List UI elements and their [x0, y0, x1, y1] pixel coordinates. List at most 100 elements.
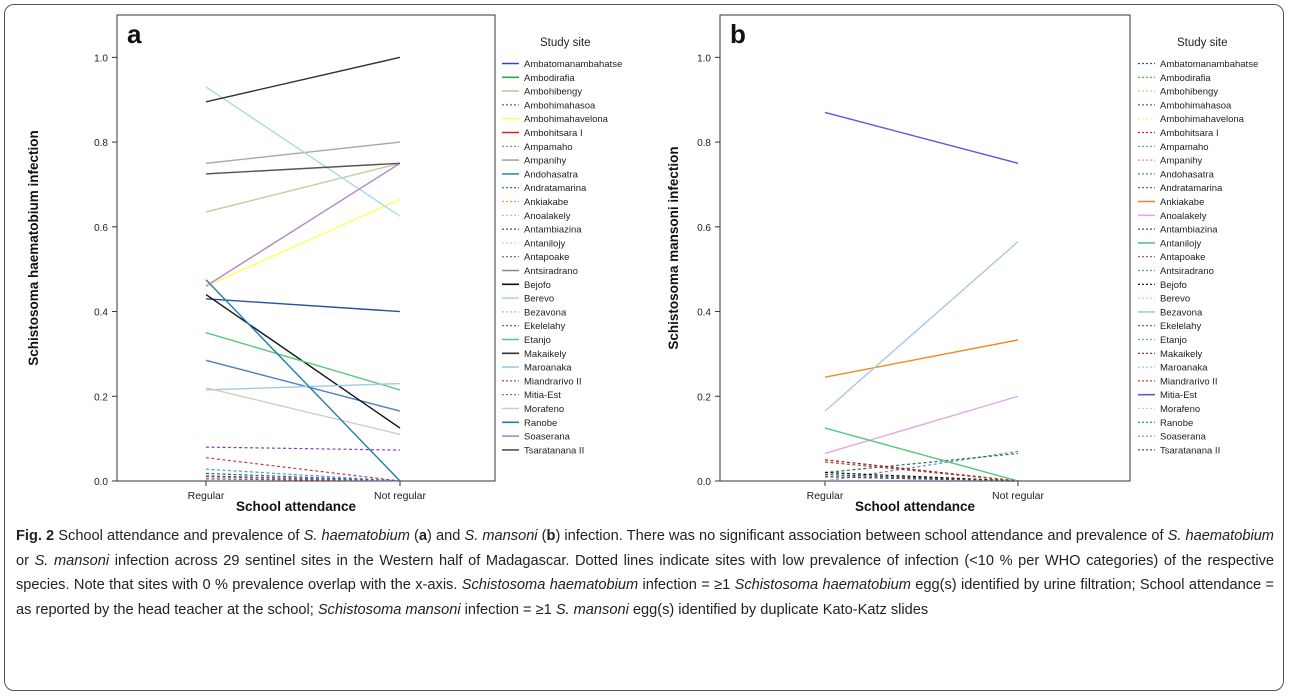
caption-text: S. haematobium: [303, 528, 410, 544]
series-line-a-21: [205, 56, 401, 103]
y-tick-label-a: 0.2: [94, 392, 108, 403]
caption-text: Schistosoma mansoni: [317, 601, 461, 618]
caption-text: (: [537, 528, 547, 544]
legend-title-b: Study site: [1177, 37, 1228, 49]
legend-title-a: Study site: [540, 37, 591, 49]
series-line-a-6: [205, 468, 401, 482]
legend-entry-a: Andratamarina: [524, 183, 587, 194]
figure-frame: [4, 4, 1284, 691]
caption-text: ) and: [427, 528, 465, 544]
legend-entry-b: Antsiradrano: [1160, 266, 1214, 277]
caption-text: a: [418, 528, 428, 544]
plot-area-a: [116, 14, 496, 482]
y-tick-label-b: 1.0: [697, 53, 711, 64]
caption-text: S. haematobium: [1167, 528, 1274, 544]
series-line-a-4: [205, 198, 401, 287]
legend-entry-b: Ekelelahy: [1160, 321, 1201, 332]
series-line-b-6: [824, 450, 1019, 482]
legend-entry-a: Antambiazina: [524, 225, 582, 236]
legend-entry-b: Maroanaka: [1160, 363, 1208, 374]
series-line-b-10: [824, 339, 1019, 378]
caption-text: ) infection. There was no significant as…: [555, 528, 1168, 544]
series-line-b-28: [824, 476, 1019, 482]
series-line-b-24: [824, 111, 1019, 164]
series-line-a-28: [205, 162, 401, 175]
series-line-a-8: [205, 359, 401, 412]
legend-entry-a: Ampanihy: [524, 156, 566, 167]
legend-entry-b: Tsaratanana II: [1160, 445, 1220, 456]
legend-entry-b: Anoalakely: [1160, 211, 1207, 222]
figure-charts: 0.0 0.2 0.4 0.6 0.8 1.0 Regular Not regular Scho…: [26, 14, 1258, 514]
legend-entry-a: Ranobe: [524, 418, 557, 429]
legend-entry-a: Antapoake: [524, 252, 569, 263]
legend-entry-a: Ambodirafia: [524, 73, 575, 84]
legend-entry-a: Bezavona: [524, 307, 567, 318]
caption-text: Schistosoma haematobium: [734, 577, 911, 593]
legend-entry-b: Morafeno: [1160, 404, 1200, 415]
series-line-a-24: [205, 476, 401, 482]
series-line-a-17: [205, 86, 401, 217]
legend-entry-b: Ampamaho: [1160, 142, 1209, 153]
legend-entry-b: Andohasatra: [1160, 169, 1215, 180]
legend-entry-a: Ekelelahy: [524, 321, 565, 332]
x-axis-title-b: School attendance: [855, 499, 976, 514]
legend-entry-b: Bezavona: [1160, 307, 1203, 318]
caption-text: S. mansoni: [464, 528, 538, 544]
legend-entry-a: Ambohitsara I: [524, 128, 583, 139]
y-tick-label-a: 0.0: [94, 477, 108, 488]
x-tick-label-a: Not regular: [374, 490, 426, 502]
legend-entry-b: Antapoake: [1160, 252, 1205, 263]
legend-entry-a: Miandrarivo II: [524, 376, 582, 387]
legend-entry-b: Antambiazina: [1160, 225, 1218, 236]
y-tick-label-b: 0.8: [697, 138, 711, 149]
legend-entry-b: Berevo: [1160, 294, 1190, 305]
legend-entry-b: Ambohibengy: [1160, 87, 1218, 98]
caption-text: S. mansoni: [34, 552, 110, 569]
legend-entry-a: Ankiakabe: [524, 197, 568, 208]
caption-text: S. mansoni: [555, 601, 629, 618]
legend-entry-b: Ampanihy: [1160, 156, 1202, 167]
series-line-b-18: [824, 241, 1019, 412]
panel-letter-b: b: [730, 19, 746, 49]
caption-text: b: [546, 528, 556, 544]
legend-entry-b: Mitia-Est: [1160, 390, 1197, 401]
y-axis-title-b: Schistosoma mansoni infection: [666, 146, 681, 349]
legend-entry-a: Makaikely: [524, 349, 566, 360]
legend-entry-a: Ambohimahavelona: [524, 114, 609, 125]
y-tick-label-b: 0.0: [697, 477, 711, 488]
series-line-a-25: [205, 387, 401, 436]
panel-letter-a: a: [127, 19, 142, 49]
caption-text: egg(s) identified by urine filtration; S…: [16, 577, 1275, 618]
caption-text: or: [16, 552, 35, 569]
plot-area-b: [719, 14, 1131, 482]
legend-entry-b: Ambodirafia: [1160, 73, 1211, 84]
series-line-a-27: [205, 162, 401, 287]
x-tick-label-a: Regular: [188, 490, 225, 502]
legend-entry-a: Anoalakely: [524, 211, 571, 222]
caption-text: Schistosoma haematobium: [461, 577, 639, 593]
legend-entry-b: Ranobe: [1160, 418, 1193, 429]
series-line-a-26: [205, 279, 401, 482]
legend-entry-a: Antanilojy: [524, 238, 565, 249]
y-axis-title-a: Schistosoma haematobium infection: [26, 130, 41, 366]
legend-entry-a: Andohasatra: [524, 169, 579, 180]
legend-entry-b: Antanilojy: [1160, 238, 1201, 249]
legend-entry-b: Soaserana: [1160, 432, 1207, 443]
legend-entry-b: Andratamarina: [1160, 183, 1223, 194]
legend-entry-a: Ambohimahasoa: [524, 100, 596, 111]
legend-entry-a: Morafeno: [524, 404, 564, 415]
series-line-a-3: [205, 446, 401, 451]
y-tick-label-a: 0.8: [94, 138, 108, 149]
y-tick-label-b: 0.2: [697, 392, 711, 403]
series-line-a-2: [205, 162, 401, 213]
legend-entry-a: Ambohibengy: [524, 87, 582, 98]
y-tick-label-a: 1.0: [94, 53, 108, 64]
legend-entry-a: Antsiradrano: [524, 266, 578, 277]
legend-entry-a: Berevo: [524, 294, 554, 305]
y-tick-label-b: 0.4: [697, 308, 711, 319]
caption-text: infection = ≥1: [460, 601, 556, 618]
legend-entry-a: Mitia-Est: [524, 390, 561, 401]
legend-entry-a: Etanjo: [524, 335, 551, 346]
legend-entry-b: Makaikely: [1160, 349, 1202, 360]
figure-label: Fig. 2: [16, 528, 55, 544]
